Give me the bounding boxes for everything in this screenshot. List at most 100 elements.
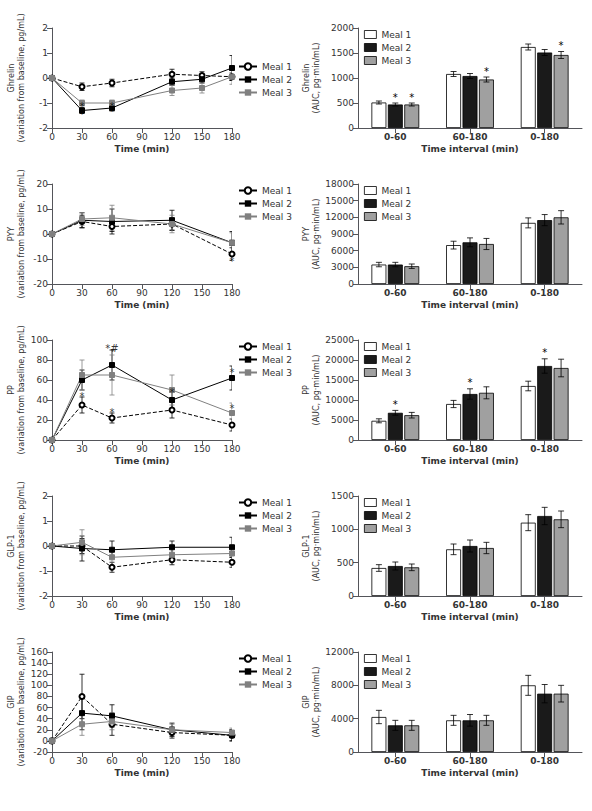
svg-text:60: 60 [106,444,118,454]
svg-text:12000: 12000 [325,212,354,222]
svg-text:Time (min): Time (min) [115,612,170,622]
svg-text:*#: *# [105,343,118,354]
svg-text:15000: 15000 [325,375,354,385]
svg-text:60: 60 [106,600,118,610]
svg-text:GIP: GIP [302,695,311,709]
svg-text:-20: -20 [33,747,48,757]
svg-text:Time interval (min): Time interval (min) [421,300,518,310]
svg-text:150: 150 [193,600,210,610]
svg-text:Meal 2: Meal 2 [381,199,411,209]
svg-text:*: * [110,101,115,112]
svg-text:40: 40 [37,714,49,724]
svg-text:500: 500 [337,98,354,108]
svg-text:Meal 3: Meal 3 [381,524,411,534]
svg-text:5000: 5000 [331,415,354,425]
svg-text:30: 30 [76,132,88,142]
svg-text:Ghrelin: Ghrelin [302,64,311,93]
svg-text:160: 160 [31,647,48,657]
svg-text:0-60: 0-60 [384,288,407,298]
svg-text:0: 0 [348,747,354,757]
svg-text:180: 180 [223,288,240,298]
svg-text:Meal 1: Meal 1 [381,654,411,664]
svg-text:*: * [110,407,115,418]
svg-text:1000: 1000 [331,524,354,534]
svg-text:2: 2 [42,491,48,501]
svg-text:180: 180 [223,444,240,454]
svg-text:Meal 1: Meal 1 [262,186,292,196]
svg-text:0: 0 [348,591,354,601]
svg-text:40: 40 [37,395,49,405]
svg-text:Meal 1: Meal 1 [262,654,292,664]
svg-text:*: * [484,66,489,77]
svg-text:0: 0 [49,600,55,610]
svg-text:30: 30 [76,288,88,298]
svg-text:60: 60 [37,703,49,713]
svg-text:Time (min): Time (min) [115,300,170,310]
svg-text:0: 0 [348,279,354,289]
svg-text:80: 80 [37,355,49,365]
svg-text:Meal 1: Meal 1 [381,498,411,508]
svg-text:0: 0 [42,541,48,551]
svg-text:Meal 1: Meal 1 [262,342,292,352]
svg-text:Meal 3: Meal 3 [381,212,411,222]
svg-text:Meal 1: Meal 1 [381,30,411,40]
svg-text:Time (min): Time (min) [115,456,170,466]
svg-text:0-180: 0-180 [530,756,559,766]
svg-text:-2: -2 [39,123,48,133]
svg-text:*: * [230,403,235,414]
svg-text:Time interval (min): Time interval (min) [421,612,518,622]
svg-text:60-180: 60-180 [452,756,487,766]
svg-text:Meal 1: Meal 1 [381,186,411,196]
svg-text:(variation from baseline, pg/m: (variation from baseline, pg/mL) [17,637,26,766]
svg-text:Meal 2: Meal 2 [262,199,292,209]
svg-text:0: 0 [49,288,55,298]
svg-text:Meal 3: Meal 3 [262,524,292,534]
svg-text:Meal 2: Meal 2 [381,43,411,53]
svg-text:60-180: 60-180 [452,132,487,142]
svg-text:2000: 2000 [331,23,354,33]
svg-text:*: * [80,101,85,112]
svg-text:(AUC, pg·min/mL): (AUC, pg·min/mL) [312,667,321,738]
svg-text:0: 0 [49,756,55,766]
svg-text:0-60: 0-60 [384,444,407,454]
svg-text:90: 90 [136,444,148,454]
svg-text:10: 10 [37,204,49,214]
svg-text:80: 80 [37,691,49,701]
svg-text:(AUC, pg·min/mL): (AUC, pg·min/mL) [312,355,321,426]
svg-text:180: 180 [223,132,240,142]
svg-text:140: 140 [31,658,48,668]
svg-text:0: 0 [42,73,48,83]
svg-text:Meal 3: Meal 3 [262,212,292,222]
svg-text:-10: -10 [33,254,48,264]
svg-text:60-180: 60-180 [452,600,487,610]
svg-text:6000: 6000 [331,246,354,256]
svg-text:*: * [542,347,547,358]
svg-text:0: 0 [49,132,55,142]
svg-text:Meal 2: Meal 2 [262,667,292,677]
svg-text:Ghrelin: Ghrelin [7,64,16,93]
svg-text:Meal 2: Meal 2 [262,355,292,365]
svg-text:*: * [409,92,414,103]
svg-text:150: 150 [193,756,210,766]
svg-text:0-180: 0-180 [530,444,559,454]
svg-text:PP: PP [7,385,16,395]
svg-text:60: 60 [37,375,49,385]
svg-text:0-60: 0-60 [384,756,407,766]
svg-text:60: 60 [106,288,118,298]
svg-text:*: * [80,391,85,402]
svg-text:120: 120 [163,756,180,766]
svg-text:1: 1 [42,516,48,526]
svg-text:Meal 2: Meal 2 [262,511,292,521]
svg-text:0: 0 [348,123,354,133]
svg-text:GLP-1: GLP-1 [302,534,311,557]
svg-text:Meal 1: Meal 1 [262,498,292,508]
svg-text:90: 90 [136,288,148,298]
svg-text:120: 120 [163,444,180,454]
svg-text:2: 2 [42,23,48,33]
svg-text:-20: -20 [33,279,48,289]
svg-text:Time interval (min): Time interval (min) [421,456,518,466]
svg-text:GIP: GIP [7,695,16,709]
svg-text:120: 120 [163,288,180,298]
svg-text:100: 100 [31,680,48,690]
svg-text:Meal 3: Meal 3 [262,680,292,690]
